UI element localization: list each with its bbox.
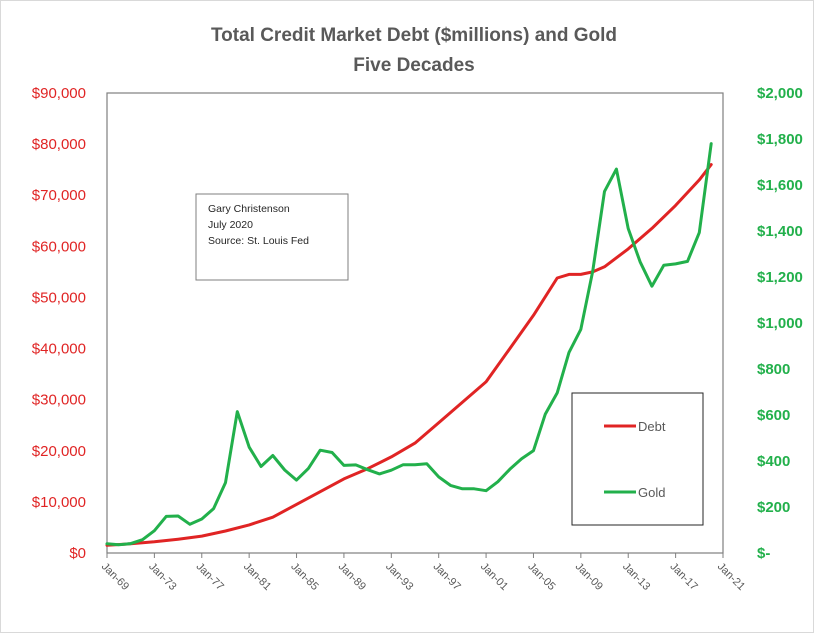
x-tick-label: Jan-17 xyxy=(667,561,699,593)
x-tick-label: Jan-01 xyxy=(478,561,510,593)
y-left-tick-label: $30,000 xyxy=(32,392,86,409)
legend-gold-label: Gold xyxy=(638,485,665,500)
y-right-tick-label: $1,800 xyxy=(757,131,803,148)
x-tick-label: Jan-13 xyxy=(620,561,652,593)
y-right-axis: $- $200 $400 $600 $800 $1,000 $1,200 $1,400 $1,6… xyxy=(757,85,803,562)
y-left-tick-label: $60,000 xyxy=(32,238,86,255)
y-left-tick-label: $90,000 xyxy=(32,85,86,102)
x-tick-label: Jan-77 xyxy=(194,561,226,593)
y-right-tick-label: $1,200 xyxy=(757,269,803,286)
y-left-tick-label: $0 xyxy=(69,545,86,562)
y-right-tick-label: $200 xyxy=(757,499,790,516)
y-left-tick-label: $20,000 xyxy=(32,443,86,460)
chart-title: Total Credit Market Debt ($millions) and… xyxy=(211,25,617,46)
y-right-tick-label: $600 xyxy=(757,407,790,424)
x-tick-label: Jan-05 xyxy=(525,561,557,593)
y-right-tick-label: $2,000 xyxy=(757,85,803,102)
y-right-tick-label: $800 xyxy=(757,361,790,378)
y-left-tick-label: $50,000 xyxy=(32,289,86,306)
chart-subtitle: Five Decades xyxy=(353,55,474,76)
annotation-box: Gary Christenson July 2020 Source: St. L… xyxy=(195,193,349,281)
x-tick-label: Jan-97 xyxy=(431,561,463,593)
legend: Debt Gold xyxy=(571,392,704,526)
x-tick-label: Jan-81 xyxy=(241,561,273,593)
y-left-tick-label: $80,000 xyxy=(32,136,86,153)
series-debt-line xyxy=(105,163,713,547)
series-layer xyxy=(105,142,713,547)
annotation-source: Source: St. Louis Fed xyxy=(208,235,309,247)
y-right-tick-label: $- xyxy=(757,545,770,562)
x-tick-label: Jan-69 xyxy=(99,561,131,593)
annotation-date: July 2020 xyxy=(208,219,253,231)
y-left-axis: $0 $10,000 $20,000 $30,000 $40,000 $50,000 $60… xyxy=(32,85,86,562)
x-tick-label: Jan-73 xyxy=(146,561,178,593)
y-left-tick-label: $70,000 xyxy=(32,187,86,204)
x-tick-label: Jan-09 xyxy=(573,561,605,593)
y-right-tick-label: $400 xyxy=(757,453,790,470)
x-tick-label: Jan-93 xyxy=(383,561,415,593)
x-tick-label: Jan-21 xyxy=(715,561,747,593)
y-right-tick-label: $1,600 xyxy=(757,177,803,194)
x-tick-label: Jan-89 xyxy=(336,561,368,593)
y-right-tick-label: $1,400 xyxy=(757,223,803,240)
x-axis: Jan-69 Jan-73 Jan-77 Jan-81 Jan-85 Jan-89 Jan-… xyxy=(99,553,747,593)
x-tick-label: Jan-85 xyxy=(288,561,320,593)
y-left-tick-label: $10,000 xyxy=(32,494,86,511)
y-left-tick-label: $40,000 xyxy=(32,341,86,358)
annotation-author: Gary Christenson xyxy=(208,203,290,215)
series-gold-line xyxy=(105,142,713,547)
y-right-tick-label: $1,000 xyxy=(757,315,803,332)
legend-debt-label: Debt xyxy=(638,419,666,434)
